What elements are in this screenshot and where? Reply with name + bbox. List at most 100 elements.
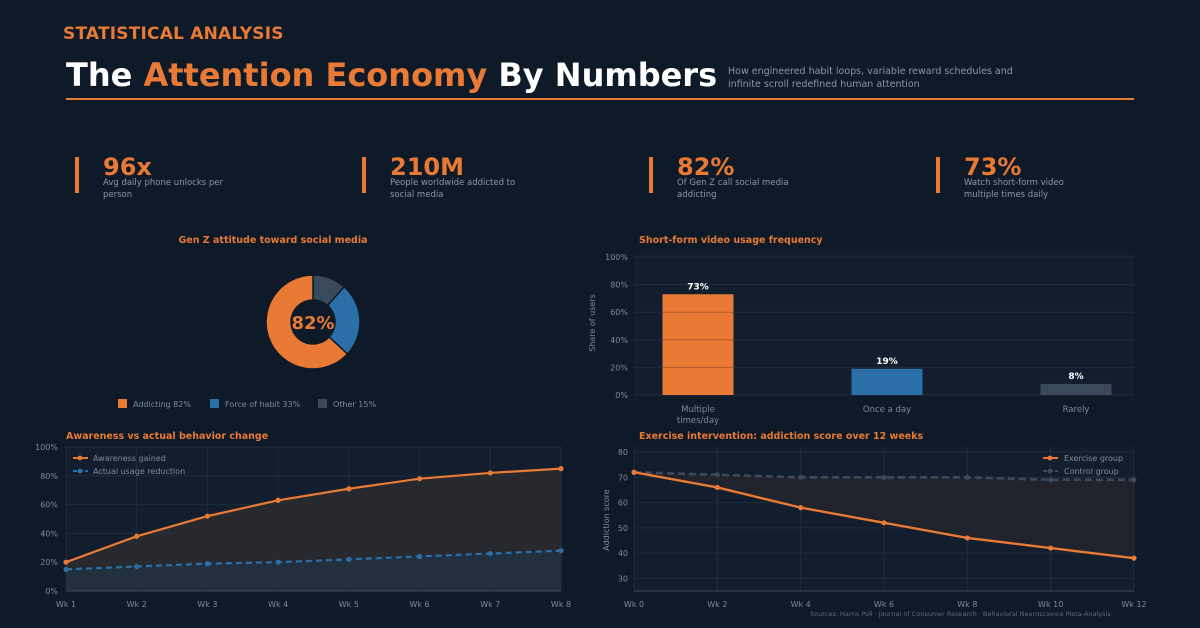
legend-swatch xyxy=(210,399,219,408)
bar-ytick-label: 40% xyxy=(610,336,628,345)
page-subtitle: How engineered habit loops, variable rew… xyxy=(728,66,1013,90)
series-point xyxy=(204,513,211,519)
bar-category-label: Multiple xyxy=(681,405,715,415)
legend-swatch xyxy=(118,399,127,408)
exercise-xtick-label: Wk 0 xyxy=(624,600,644,609)
awareness-xtick-label: Wk 4 xyxy=(268,600,288,609)
exercise-gap-fill xyxy=(634,472,1134,559)
stat-label: People worldwide addicted to social medi… xyxy=(390,178,516,200)
bar-1 xyxy=(662,294,734,395)
bar-ytick-label: 100% xyxy=(605,253,628,262)
exercise-series-point xyxy=(1131,555,1137,561)
exercise-xtick-label: Wk 2 xyxy=(707,600,727,609)
awareness-xtick-label: Wk 3 xyxy=(197,600,217,609)
legend-label: Exercise group xyxy=(1064,454,1123,463)
awareness-xtick-label: Wk 8 xyxy=(551,600,571,609)
exercise-series-point xyxy=(1048,477,1054,483)
awareness-ytick-label: 20% xyxy=(40,558,58,567)
stat-label: Avg daily phone unlocks per person xyxy=(103,178,223,200)
series-point xyxy=(558,466,564,472)
legend-marker xyxy=(77,468,83,474)
awareness-ytick-label: 80% xyxy=(40,472,58,481)
bar-title: Short-form video usage frequency xyxy=(639,235,823,246)
title-highlight: Attention Economy xyxy=(143,56,488,94)
series-point xyxy=(204,561,211,567)
bar-ytick-label: 60% xyxy=(610,308,628,317)
stat-accent-bar xyxy=(936,157,940,193)
page-title: The Attention Economy By Numbers xyxy=(66,56,717,94)
bar-data-label: 19% xyxy=(876,357,898,367)
bar-category-label: Once a day xyxy=(863,405,911,415)
stat-accent-bar xyxy=(649,157,653,193)
exercise-xtick-label: Wk 12 xyxy=(1121,600,1146,609)
stat-accent-bar xyxy=(362,157,366,193)
awareness-xtick-label: Wk 7 xyxy=(480,600,500,609)
awareness-ytick-label: 100% xyxy=(35,443,58,452)
eyebrow-label: STATISTICAL ANALYSIS xyxy=(63,24,284,44)
exercise-ytick-label: 60 xyxy=(618,499,628,508)
series-line-1 xyxy=(65,549,562,571)
legend-label: Actual usage reduction xyxy=(93,467,185,476)
exercise-xtick-label: Wk 10 xyxy=(1038,600,1063,609)
bar-ytick-label: 20% xyxy=(610,363,628,372)
title-pre: The xyxy=(66,56,144,94)
bar-data-label: 8% xyxy=(1068,372,1083,382)
series-point xyxy=(346,486,352,492)
exercise-series-point xyxy=(631,469,637,475)
usage-area-fill xyxy=(66,550,561,591)
legend-label: Control group xyxy=(1064,467,1119,476)
exercise-series-point xyxy=(881,474,887,480)
legend-label: Addicting 82% xyxy=(133,400,191,409)
series-point xyxy=(416,553,423,560)
exercise-series-point xyxy=(798,505,804,511)
legend-marker xyxy=(1047,455,1053,461)
donut-slice-force-of-habit xyxy=(326,285,361,356)
awareness-xtick-label: Wk 2 xyxy=(127,600,147,609)
exercise-ytick-label: 30 xyxy=(618,574,628,583)
awareness-xtick-label: Wk 5 xyxy=(339,600,359,609)
exercise-series-point xyxy=(1131,477,1137,483)
series-point xyxy=(487,470,493,476)
bar-ytick-label: 0% xyxy=(615,391,628,400)
stat-value: 82% xyxy=(677,153,735,181)
exercise-series-point xyxy=(881,520,887,526)
stat-value: 73% xyxy=(964,153,1022,181)
series-line-0 xyxy=(65,467,562,564)
exercise-xtick-label: Wk 8 xyxy=(957,600,977,609)
bar-data-label: 73% xyxy=(687,282,709,292)
exercise-title: Exercise intervention: addiction score o… xyxy=(639,431,924,442)
series-point xyxy=(487,550,493,557)
exercise-series-point xyxy=(714,484,720,491)
bar-ytick-label: 80% xyxy=(610,281,628,290)
exercise-series-point xyxy=(964,535,970,541)
series-point xyxy=(346,556,352,562)
title-post: By Numbers xyxy=(487,56,718,94)
stat-value: 210M xyxy=(390,153,464,181)
legend-label: Other 15% xyxy=(333,400,376,409)
series-point xyxy=(63,566,69,573)
legend-label: Force of habit 33% xyxy=(225,400,301,409)
series-point xyxy=(134,533,140,539)
legend-marker xyxy=(77,455,83,461)
stat-label: Watch short-form video multiple times da… xyxy=(964,178,1064,200)
bar-ylabel: Share of users xyxy=(588,294,597,352)
legend-label: Awareness gained xyxy=(93,454,166,463)
stat-accent-bar xyxy=(75,157,79,193)
exercise-xtick-label: Wk 6 xyxy=(874,600,894,609)
awareness-ytick-label: 40% xyxy=(40,529,58,538)
sources-note: Sources: Harris Poll · Journal of Consum… xyxy=(810,610,1111,618)
legend-swatch xyxy=(318,399,327,408)
exercise-series-point xyxy=(714,472,720,478)
awareness-xtick-label: Wk 6 xyxy=(409,600,429,609)
bar-category-label: Rarely xyxy=(1063,405,1090,415)
stat-value: 96x xyxy=(103,153,152,181)
series-point xyxy=(416,476,423,482)
series-point xyxy=(558,548,564,554)
awareness-gap-fill xyxy=(66,468,561,570)
legend-marker xyxy=(1047,468,1053,474)
series-point xyxy=(63,559,69,565)
exercise-series-point xyxy=(1048,545,1054,551)
donut-title: Gen Z attitude toward social media xyxy=(178,235,367,246)
donut-slice-addicting xyxy=(265,274,349,370)
